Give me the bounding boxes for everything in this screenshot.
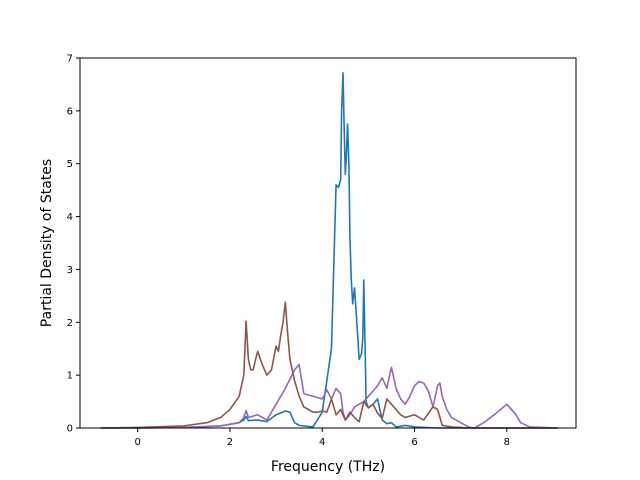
series-line-2 [100, 363, 558, 429]
y-axis-label: Partial Density of States [39, 159, 55, 327]
y-tick-label: 5 [67, 159, 73, 170]
x-axis-label: Frequency (THz) [271, 459, 385, 475]
y-tick-label: 4 [67, 212, 73, 223]
series-line-3 [100, 301, 558, 429]
x-tick-label: 4 [319, 437, 325, 448]
x-tick-label: 2 [227, 437, 233, 448]
y-tick-label: 1 [67, 371, 73, 382]
plot-frame [79, 57, 577, 429]
x-tick-label: 8 [504, 437, 510, 448]
y-tick-label: 2 [67, 318, 73, 329]
y-tick-label: 3 [67, 265, 73, 276]
series-layer [100, 72, 558, 429]
y-tick-label: 6 [67, 106, 73, 117]
series-line-1 [100, 72, 558, 429]
x-tick-label: 0 [134, 437, 140, 448]
x-axis: 0 2 4 6 8 [134, 428, 510, 448]
y-tick-label: 0 [67, 424, 73, 435]
y-axis: 0 1 2 3 4 5 6 7 [67, 54, 80, 435]
y-tick-label: 7 [67, 54, 73, 65]
x-tick-label: 6 [411, 437, 417, 448]
